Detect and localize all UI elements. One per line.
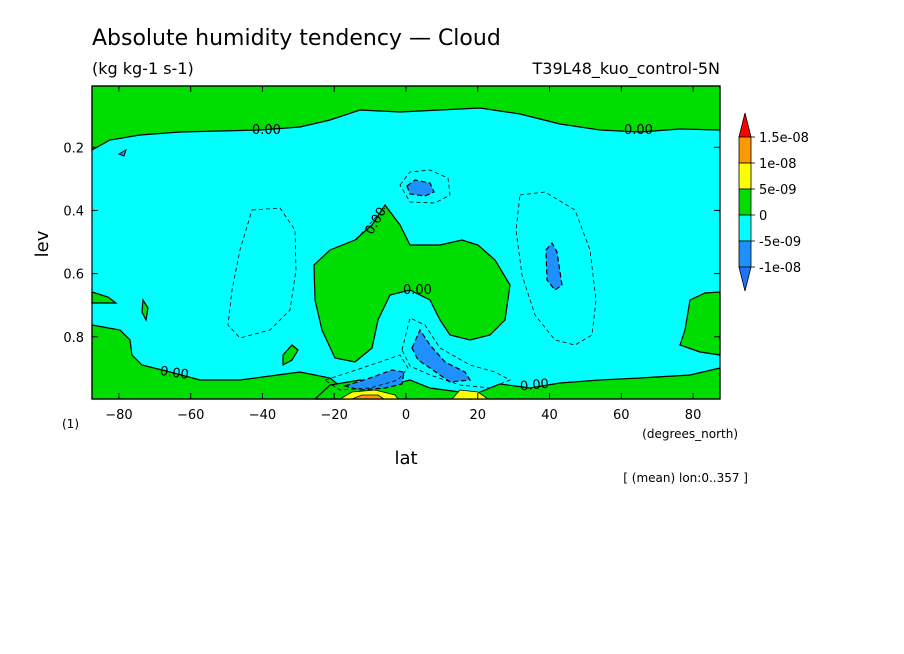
y-axis-units: (1): [62, 417, 79, 431]
colorbar-label: -1e-08: [759, 261, 801, 276]
colorbar-swatch: [738, 162, 752, 190]
y-tick-label: 0.2: [63, 141, 84, 156]
colorbar-top-arrow: [738, 112, 752, 138]
x-tick-label: −80: [105, 408, 132, 423]
region-upper-positive: [91, 85, 721, 152]
x-tick-label: 80: [685, 408, 702, 423]
x-axis-label: lat: [394, 448, 417, 469]
x-tick-label: −20: [321, 408, 348, 423]
x-tick-label: 0: [402, 408, 410, 423]
colorbar-swatch: [738, 136, 752, 164]
colorbar-label: 1.5e-08: [759, 131, 809, 146]
colorbar-label: 5e-09: [759, 183, 797, 198]
x-tick-label: −40: [249, 408, 276, 423]
dashed-contours: [227, 169, 597, 391]
x-tick-label: 40: [541, 408, 558, 423]
colorbar-swatch: [738, 214, 752, 242]
colorbar-label: 1e-08: [759, 157, 797, 172]
region-blue-right: [545, 241, 563, 291]
colorbar: 1.5e-08 1e-08 5e-09 0 -5e-09 -1e-08: [738, 112, 809, 292]
colorbar-label: 0: [759, 209, 767, 224]
region-blob-2: [282, 344, 299, 367]
contour-label-4: 0.00: [403, 283, 432, 298]
colorbar-swatch: [738, 240, 752, 268]
region-central-positive: [313, 203, 511, 363]
y-tick-label: 0.4: [63, 204, 84, 219]
region-blue-upper: [406, 179, 435, 197]
colorbar-swatch: [738, 188, 752, 216]
contour-label-2: 0.00: [624, 123, 653, 138]
region-right-lower-positive: [679, 291, 721, 356]
x-axis: −80 −60 −40 −20 0 20 40 60 80: [105, 86, 701, 423]
y-tick-label: 0.6: [63, 268, 84, 283]
chart-units: (kg kg-1 s-1): [92, 59, 194, 78]
colorbar-label: -5e-09: [759, 235, 801, 250]
footnote: [ (mean) lon:0..357 ]: [623, 471, 748, 485]
chart-title: Absolute humidity tendency — Cloud: [92, 26, 501, 51]
region-blue-bottom: [342, 369, 405, 391]
contour-label-1: 0.00: [252, 123, 281, 138]
region-blob-1: [141, 298, 149, 322]
y-axis: 0.2 0.4 0.6 0.8: [63, 141, 720, 346]
x-tick-label: 20: [469, 408, 486, 423]
x-tick-label: −60: [177, 408, 204, 423]
plot-area: 0.00 0.00 0.00 0.00 0.00 0.00: [91, 85, 721, 400]
contour-label-6: 0.00: [519, 377, 549, 395]
colorbar-bottom-arrow: [738, 266, 752, 292]
x-tick-label: 60: [613, 408, 630, 423]
y-tick-label: 0.8: [63, 331, 84, 346]
x-axis-units: (degrees_north): [642, 427, 738, 441]
region-blue-center: [411, 328, 472, 383]
region-blue-dot: [117, 148, 127, 157]
contour-label-5: 0.00: [159, 364, 190, 383]
y-axis-label: lev: [32, 230, 53, 257]
run-label: T39L48_kuo_control-5N: [532, 59, 721, 79]
